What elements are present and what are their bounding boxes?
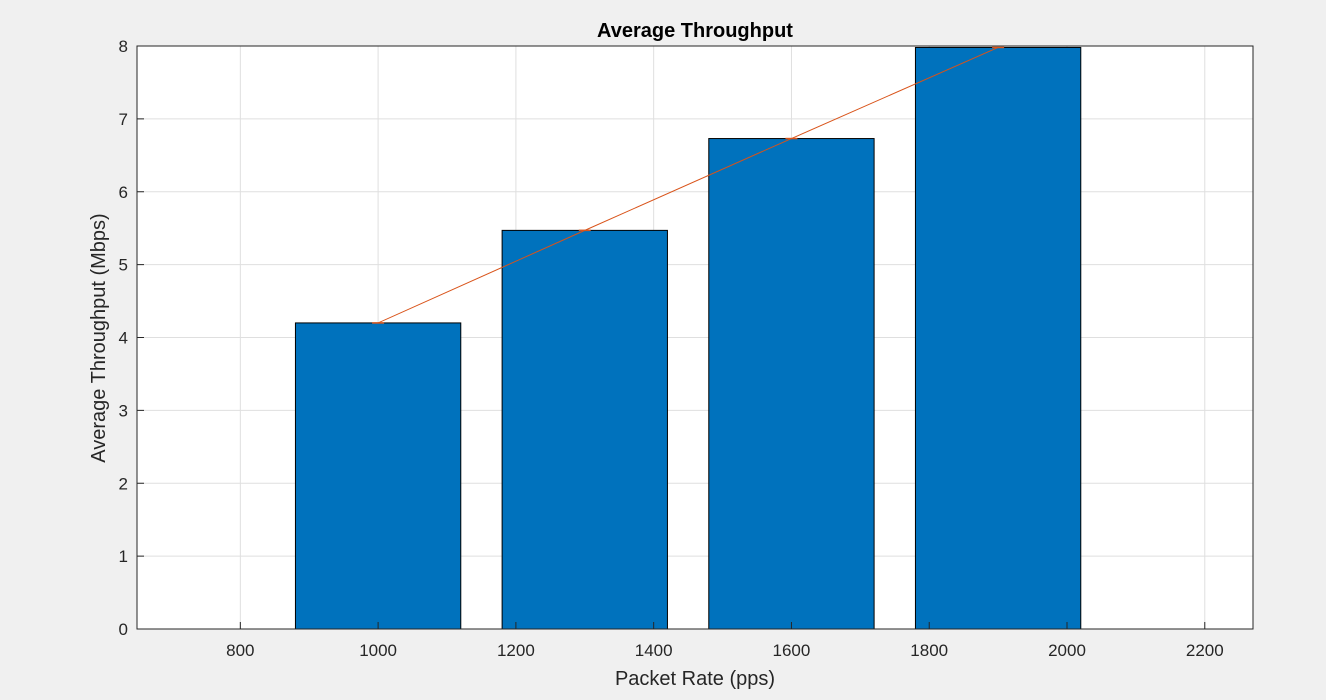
y-tick-label: 8: [119, 37, 128, 56]
bar-1600: [708, 138, 875, 630]
chart-title: Average Throughput: [597, 20, 793, 42]
axes-box: [136, 45, 1254, 630]
x-tick-label: 1200: [497, 641, 535, 660]
y-tick-label: 5: [119, 256, 128, 275]
y-tick-label: 7: [119, 110, 128, 129]
y-tick-labels: 0 1 2 3 4 5 6 7 8: [119, 37, 128, 639]
bar-series: [294, 46, 1082, 630]
throughput-line: [377, 46, 999, 324]
y-tick-label: 1: [119, 547, 128, 566]
y-tick-label: 3: [119, 401, 128, 420]
bar-1300: [501, 229, 668, 630]
bar-1000: [294, 322, 462, 630]
bar-1900: [914, 46, 1082, 630]
y-tick-label: 4: [119, 329, 128, 348]
x-axis-label: Packet Rate (pps): [615, 668, 775, 690]
x-tick-label: 1000: [359, 641, 397, 660]
x-tick-labels: 800 1000 1200 1400 1600 1800 2000 2200: [226, 641, 1224, 660]
line-series: [372, 46, 1005, 324]
x-tick-label: 2200: [1186, 641, 1224, 660]
x-tick-label: 800: [226, 641, 254, 660]
x-tick-label: 1600: [773, 641, 811, 660]
x-tick-label: 1400: [635, 641, 673, 660]
x-tick-label: 1800: [910, 641, 948, 660]
x-tick-label: 2000: [1048, 641, 1086, 660]
y-tick-label: 6: [119, 183, 128, 202]
y-axis-label: Average Throughput (Mbps): [88, 213, 110, 462]
y-tick-label: 2: [119, 474, 128, 493]
y-tick-label: 0: [119, 620, 128, 639]
